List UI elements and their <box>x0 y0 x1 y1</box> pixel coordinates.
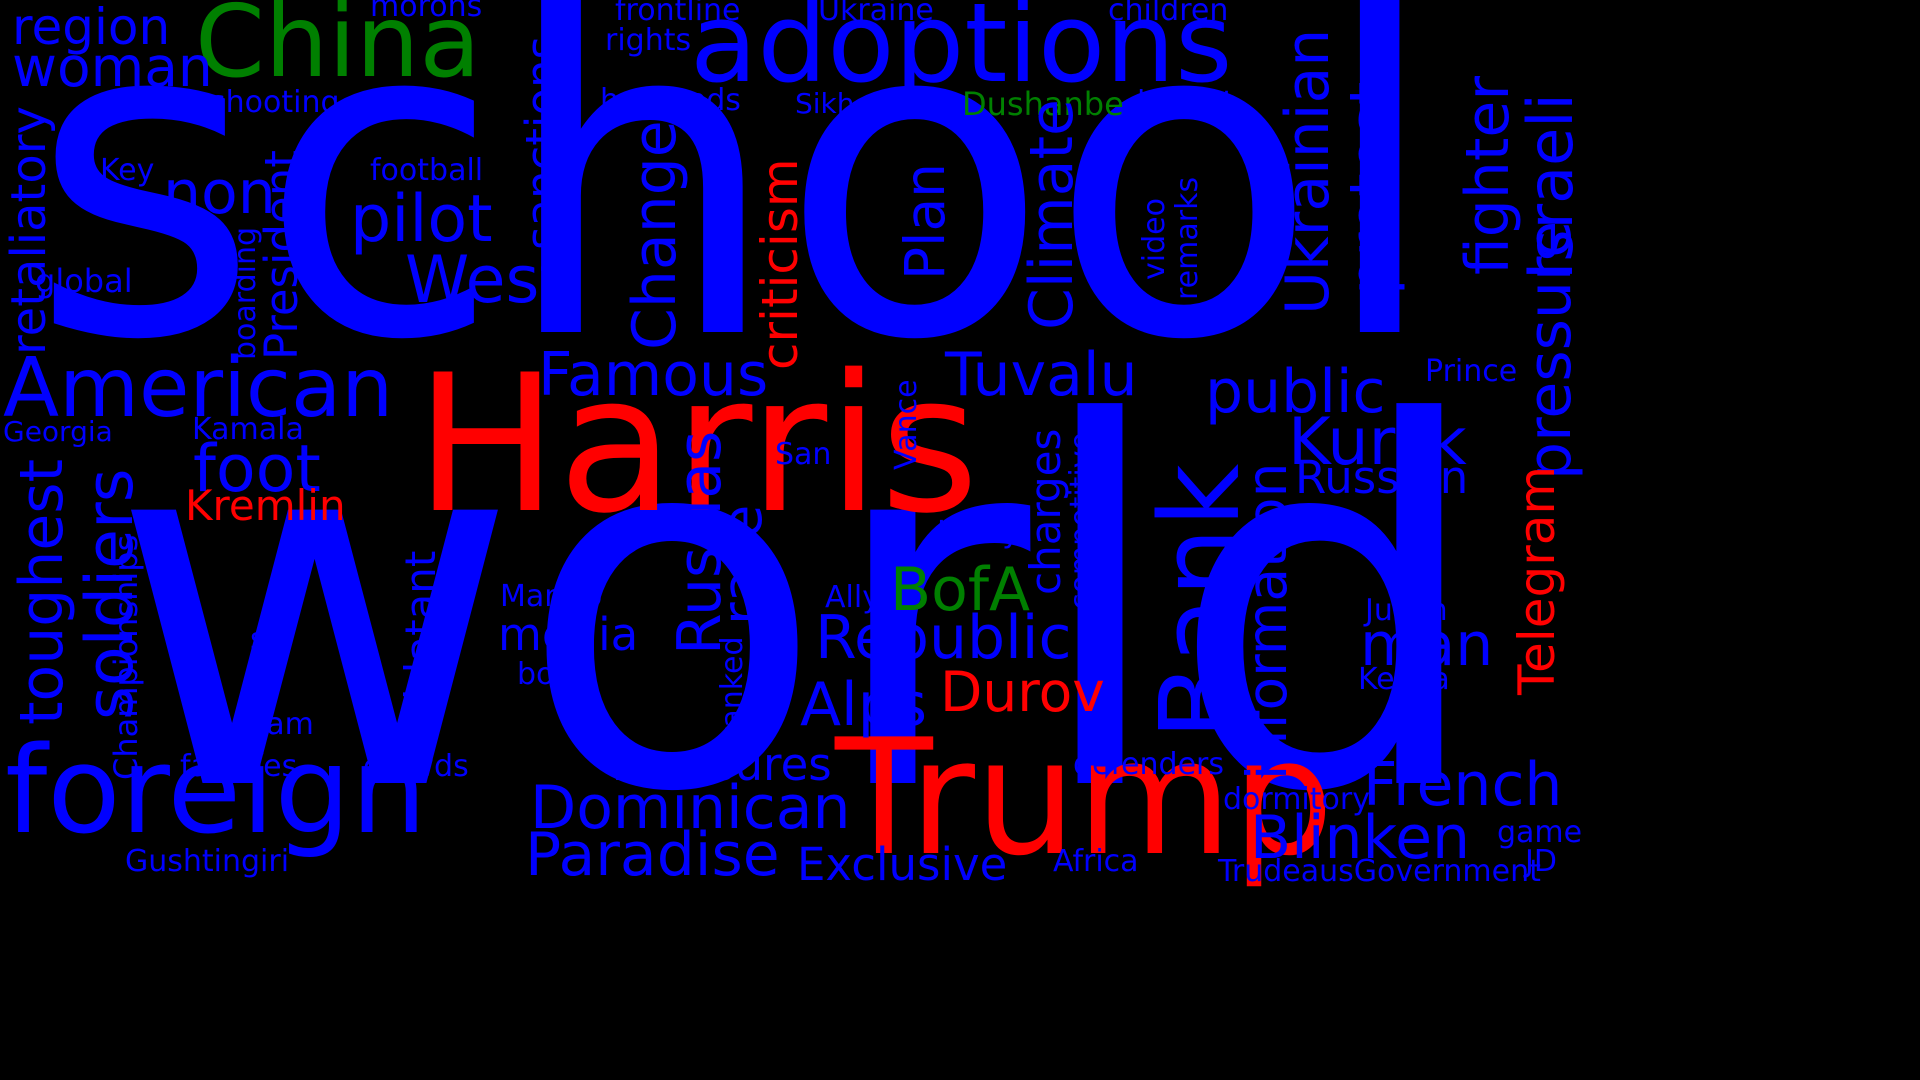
word-defenders: defenders <box>1073 747 1224 782</box>
word-american: American <box>3 341 394 436</box>
word-lowest: lowest <box>1137 85 1235 120</box>
word-durov: Durov <box>940 660 1105 724</box>
word-retaliatory: retaliatory <box>1 106 57 355</box>
word-china: China <box>195 0 481 100</box>
word-gushtingiri: Gushtingiri <box>125 844 290 879</box>
word-bofa: BofA <box>890 555 1031 625</box>
word-exclusive: Exclusive <box>797 838 1008 891</box>
word-justin: Justin <box>1365 593 1448 628</box>
word-race: race <box>710 504 774 625</box>
word-africa: Africa <box>1053 844 1139 879</box>
word-change: Change <box>620 120 690 350</box>
word-marino: Marino <box>500 579 603 614</box>
word-s: s <box>250 622 266 657</box>
word-dushanbe: Dushanbe <box>962 85 1124 123</box>
word-hundreds: hundreds <box>600 83 741 118</box>
word-french: French <box>1363 750 1563 820</box>
word-harris: Harris <box>415 334 979 555</box>
word-remarks: remarks <box>1170 176 1205 300</box>
word-ally: Ally <box>825 580 880 615</box>
word-fighter: fighter <box>1453 75 1523 275</box>
word-shooting: shooting <box>210 85 340 120</box>
word-jd: JD <box>1525 844 1557 879</box>
word-competitive: competitive <box>1064 432 1099 610</box>
word-foreign: foreign <box>5 722 427 861</box>
word-adoptions: adoptions <box>690 0 1233 107</box>
word-world: world <box>110 319 1487 901</box>
word-blinken: Blinken <box>1250 803 1471 873</box>
word-president: President <box>255 150 308 360</box>
word-families: families <box>180 749 298 784</box>
word-ukraine: Ukraine <box>818 0 934 28</box>
word-climate: Climate <box>1017 99 1087 330</box>
word-famous: Famous <box>538 340 769 410</box>
word-measures: measures <box>612 738 832 791</box>
word-protest: protest <box>1337 81 1407 295</box>
word-russian: Russian <box>1295 451 1469 504</box>
word-media: media <box>498 608 639 661</box>
word-tuvalu: Tuvalu <box>945 340 1138 410</box>
word-ranked: ranked <box>715 636 750 740</box>
word-game: game <box>1497 815 1583 850</box>
word-dominican: Dominican <box>530 773 851 843</box>
word-trump: Trump <box>835 704 1334 891</box>
word-san: San <box>775 437 832 472</box>
word-man: man <box>1360 610 1494 680</box>
word-kursk: Kursk <box>1288 405 1467 480</box>
word-kamala: Kamala <box>192 412 304 447</box>
word-telegram: Telegram <box>1508 465 1566 695</box>
word-west: West <box>405 243 565 318</box>
word-public: public <box>1205 357 1386 427</box>
word-republic: Republic <box>815 603 1072 673</box>
word-boys: boys <box>517 657 588 692</box>
word-rights: rights <box>605 23 692 58</box>
word-information: information <box>1235 462 1299 780</box>
word-region: region <box>12 0 171 56</box>
word-crowds: crowds <box>363 749 469 784</box>
word-school: school <box>30 0 1441 436</box>
word-football: football <box>370 153 484 188</box>
word-sanctions: sanctions <box>516 36 569 250</box>
word-sikh: Sikh <box>795 87 855 120</box>
word-ukrainian: Ukrainian <box>1273 28 1343 315</box>
word-trudeausgovernment: TrudeausGovernment <box>1218 854 1541 889</box>
word-vance: Vance <box>889 379 924 470</box>
word-harry: Harry <box>937 515 1020 550</box>
word-kremlin: Kremlin <box>185 481 346 530</box>
word-morons: morons <box>370 0 483 24</box>
word-georgia: Georgia <box>3 415 113 448</box>
word-non: non <box>163 158 276 228</box>
word-children: children <box>1108 0 1229 28</box>
word-charges: charges <box>1021 428 1070 595</box>
word-video: video <box>1137 198 1172 280</box>
word-pressure: pressure <box>1515 220 1585 480</box>
word-toughest: toughest <box>7 458 77 725</box>
word-plan: Plan <box>893 162 957 280</box>
word-blatant: blatant <box>396 550 445 700</box>
word-criticism: criticism <box>751 158 809 370</box>
word-pilot: pilot <box>350 182 493 257</box>
word-key: Key <box>100 153 155 188</box>
word-team: team <box>236 707 314 742</box>
word-global: global <box>35 262 133 300</box>
word-frontline: frontline <box>615 0 741 28</box>
word-dormitory: dormitory <box>1223 782 1370 817</box>
word-alps: Alps <box>800 670 928 740</box>
word-prince: Prince <box>1425 354 1518 389</box>
word-paradise: Paradise <box>525 820 780 890</box>
word-foot: foot <box>193 432 321 507</box>
word-championships: Championships <box>107 534 145 780</box>
word-kenya: Kenya <box>1358 662 1450 697</box>
word-woman: woman <box>12 35 213 99</box>
